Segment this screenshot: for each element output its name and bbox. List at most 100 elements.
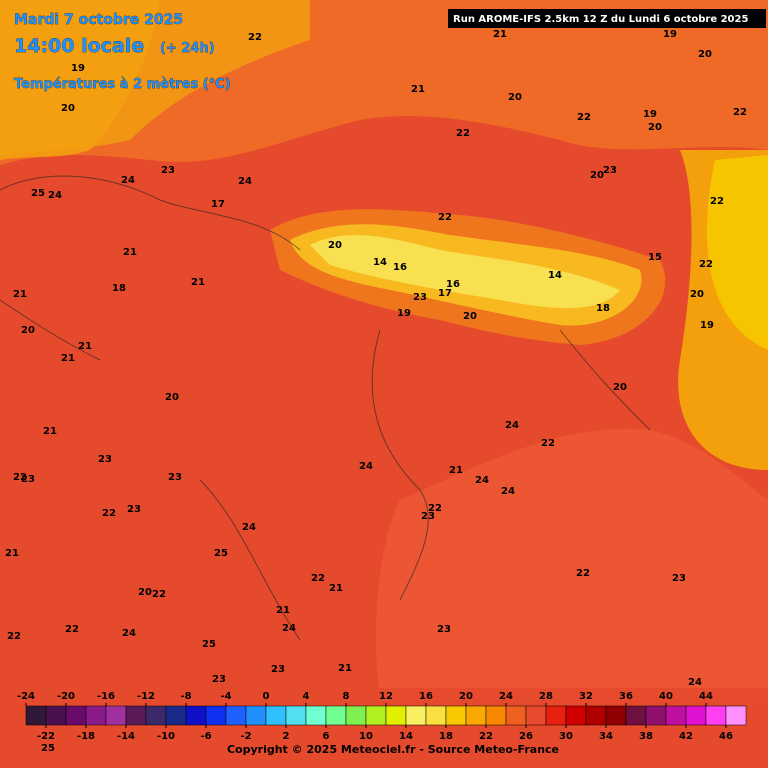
contour-label: 22 xyxy=(65,624,79,635)
legend-label: 34 xyxy=(599,731,613,742)
contour-label: 22 xyxy=(576,568,590,579)
contour-label: 22 xyxy=(733,107,747,118)
lead-time: (+ 24h) xyxy=(160,41,215,56)
contour-label: 22 xyxy=(710,196,724,207)
contour-label: 23 xyxy=(212,674,226,685)
contour-label: 21 xyxy=(61,353,75,364)
legend-swatch xyxy=(465,705,487,726)
legend-swatch xyxy=(685,705,707,726)
contour-label: 21 xyxy=(78,341,92,352)
contour-label: 24 xyxy=(501,486,515,497)
legend-label: 12 xyxy=(379,691,393,702)
contour-label: 23 xyxy=(421,511,435,522)
contour-label: 22 xyxy=(541,438,555,449)
field-name: Températures à 2 mètres (°C) xyxy=(14,77,231,92)
legend-label: -18 xyxy=(77,731,95,742)
legend-label: 40 xyxy=(659,691,673,702)
contour-label: 22 xyxy=(7,631,21,642)
mountains-high xyxy=(310,235,620,309)
run-box xyxy=(448,9,766,28)
contour-label: 24 xyxy=(242,522,256,533)
legend-swatch xyxy=(265,705,287,726)
legend-label: 24 xyxy=(499,691,513,702)
contour-label: 25 xyxy=(31,188,45,199)
legend-label: 10 xyxy=(359,731,373,742)
legend-swatch xyxy=(565,705,587,726)
contour-label: 20 xyxy=(508,92,522,103)
legend-label: -20 xyxy=(57,691,75,702)
contour-label: 21 xyxy=(13,289,27,300)
legend-swatch xyxy=(145,705,167,726)
legend-swatch xyxy=(625,705,647,726)
legend-label: -6 xyxy=(200,731,211,742)
legend-swatch xyxy=(505,705,527,726)
legend-label: 22 xyxy=(479,731,493,742)
legend-swatch xyxy=(545,705,567,726)
contour-label: 20 xyxy=(328,240,342,251)
contour-label: 24 xyxy=(121,175,135,186)
legend-swatch xyxy=(165,705,187,726)
contour-label: 16 xyxy=(446,279,460,290)
contour-label: 20 xyxy=(698,49,712,60)
legend-label: 4 xyxy=(303,691,310,702)
contour-label: 22 xyxy=(699,259,713,270)
contour-label: 20 xyxy=(21,325,35,336)
legend-label: -24 xyxy=(17,691,35,702)
legend-swatch xyxy=(385,705,407,726)
date: Mardi 7 octobre 2025 xyxy=(14,12,183,28)
contour-label: 20 xyxy=(590,170,604,181)
legend-label: 6 xyxy=(323,731,330,742)
contour-label: 17 xyxy=(211,199,225,210)
contour-label: 23 xyxy=(98,454,112,465)
legend-label: 42 xyxy=(679,731,693,742)
legend-swatch xyxy=(285,705,307,726)
contour-label: 24 xyxy=(282,623,296,634)
legend-label: -4 xyxy=(220,691,231,702)
legend-label: 0 xyxy=(263,691,270,702)
contour-label: 22 xyxy=(438,212,452,223)
contour-label: 22 xyxy=(577,112,591,123)
legend-swatch xyxy=(25,705,47,726)
legend-swatch xyxy=(325,705,347,726)
contour-label: 20 xyxy=(61,103,75,114)
contour-label: 21 xyxy=(449,465,463,476)
contour-lines xyxy=(0,175,651,641)
contour-label: 20 xyxy=(463,311,477,322)
contour-label: 23 xyxy=(603,165,617,176)
contour-label: 23 xyxy=(437,624,451,635)
legend-label: -2 xyxy=(240,731,251,742)
legend-label: 38 xyxy=(639,731,653,742)
legend-label: 32 xyxy=(579,691,593,702)
contour-label: 20 xyxy=(138,587,152,598)
contour-label: 19 xyxy=(663,29,677,40)
contour-label: 20 xyxy=(690,289,704,300)
contour-label: 25 xyxy=(41,743,55,754)
warm-band xyxy=(0,0,310,155)
legend-swatch xyxy=(45,705,67,726)
contour-label: 24 xyxy=(688,677,702,688)
contour-label: 21 xyxy=(276,605,290,616)
contour-label: 25 xyxy=(202,639,216,650)
contour-label: 21 xyxy=(43,426,57,437)
contour-label: 22 xyxy=(152,589,166,600)
legend-swatch xyxy=(305,705,327,726)
legend-swatch xyxy=(85,705,107,726)
legend-background xyxy=(0,688,768,768)
contour-label: 24 xyxy=(122,628,136,639)
contour-label: 20 xyxy=(165,392,179,403)
legend-swatch xyxy=(485,705,507,726)
legend-label: 28 xyxy=(539,691,553,702)
contour-label: 24 xyxy=(475,475,489,486)
legend-swatch xyxy=(345,705,367,726)
legend-swatch xyxy=(245,705,267,726)
contour-label: 15 xyxy=(648,252,662,263)
contour-label: 22 xyxy=(428,503,442,514)
legend-label: -16 xyxy=(97,691,115,702)
contour-label: 21 xyxy=(493,29,507,40)
legend-swatch xyxy=(665,705,687,726)
legend-label: 14 xyxy=(399,731,413,742)
contour-label: 21 xyxy=(5,548,19,559)
contour-label: 21 xyxy=(123,247,137,258)
contour-label: 14 xyxy=(373,257,387,268)
contour-label: 23 xyxy=(168,472,182,483)
